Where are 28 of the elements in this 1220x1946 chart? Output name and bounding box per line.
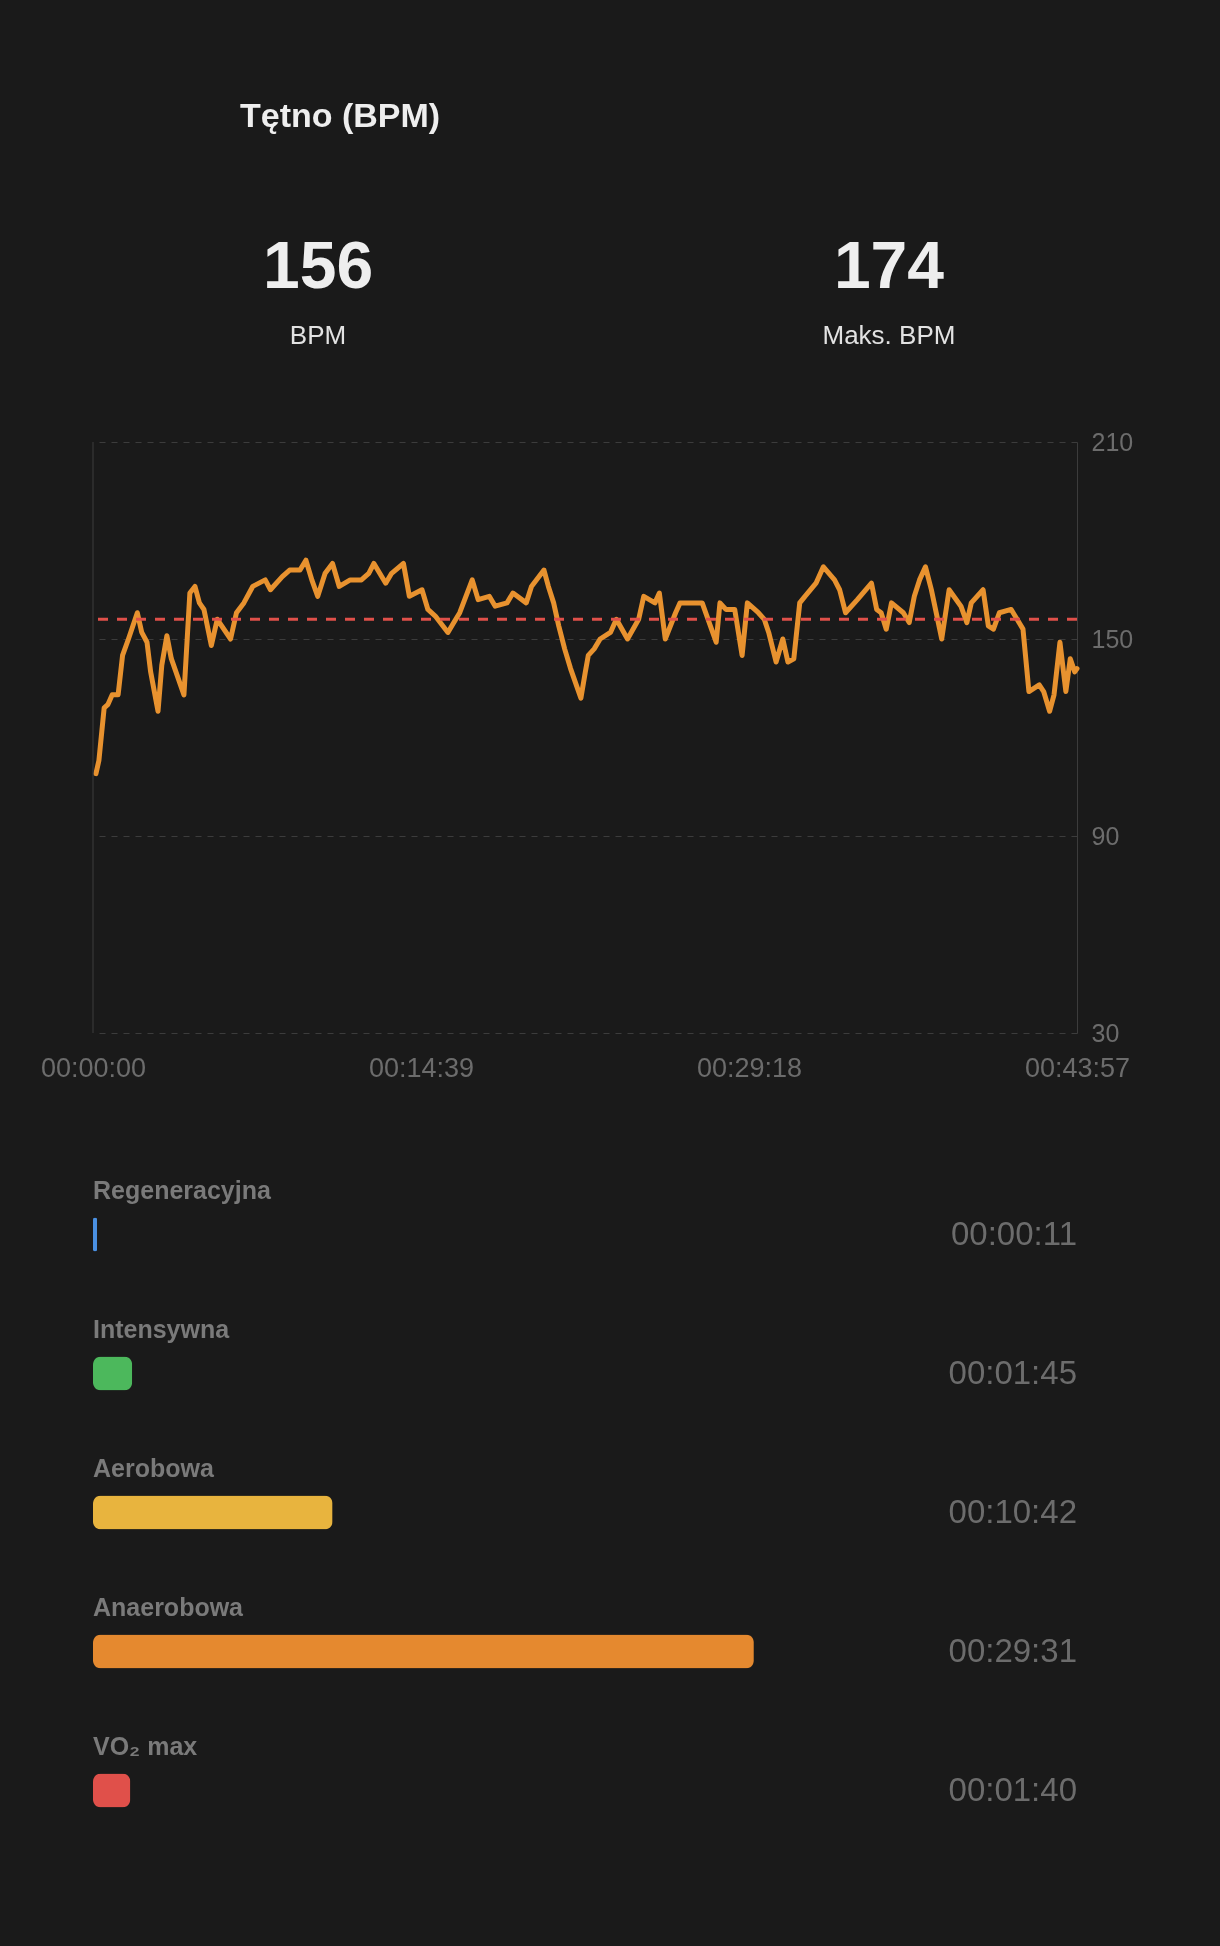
bar	[93, 1217, 98, 1252]
data-label: 00:00:11	[950, 1214, 1077, 1252]
bar	[93, 1773, 131, 1808]
data-label: 00:01:40	[948, 1770, 1077, 1808]
y-tick-label: 150	[1091, 624, 1134, 653]
y-tick-label: Intensywna	[93, 1314, 231, 1343]
y-tick-label: Regeneracyjna	[93, 1175, 272, 1204]
text: BPM	[289, 320, 347, 350]
x-tick-label: 00:43:57	[1024, 1052, 1131, 1083]
text: Tętno (BPM)	[240, 96, 441, 134]
y-tick-label: Anaerobowa	[93, 1592, 245, 1621]
bar	[93, 1495, 333, 1530]
x-tick-label: 00:14:39	[368, 1052, 475, 1083]
y-tick-label: 210	[1091, 427, 1134, 456]
data-label: 00:29:31	[948, 1631, 1077, 1669]
y-tick-label: 90	[1091, 821, 1120, 850]
text: 156	[262, 228, 374, 302]
text: Maks. BPM	[822, 320, 956, 350]
data-label: 00:01:45	[948, 1353, 1077, 1391]
x-tick-label: 00:29:18	[696, 1052, 803, 1083]
text: 174	[833, 228, 945, 302]
data-label: 00:10:42	[948, 1492, 1077, 1530]
bar	[93, 1356, 133, 1391]
x-tick-label: 00:00:00	[40, 1052, 147, 1083]
bar	[93, 1634, 754, 1669]
y-tick-label: Aerobowa	[93, 1453, 215, 1482]
y-tick-label: VO₂ max	[93, 1731, 198, 1760]
y-tick-label: 30	[1091, 1018, 1120, 1047]
